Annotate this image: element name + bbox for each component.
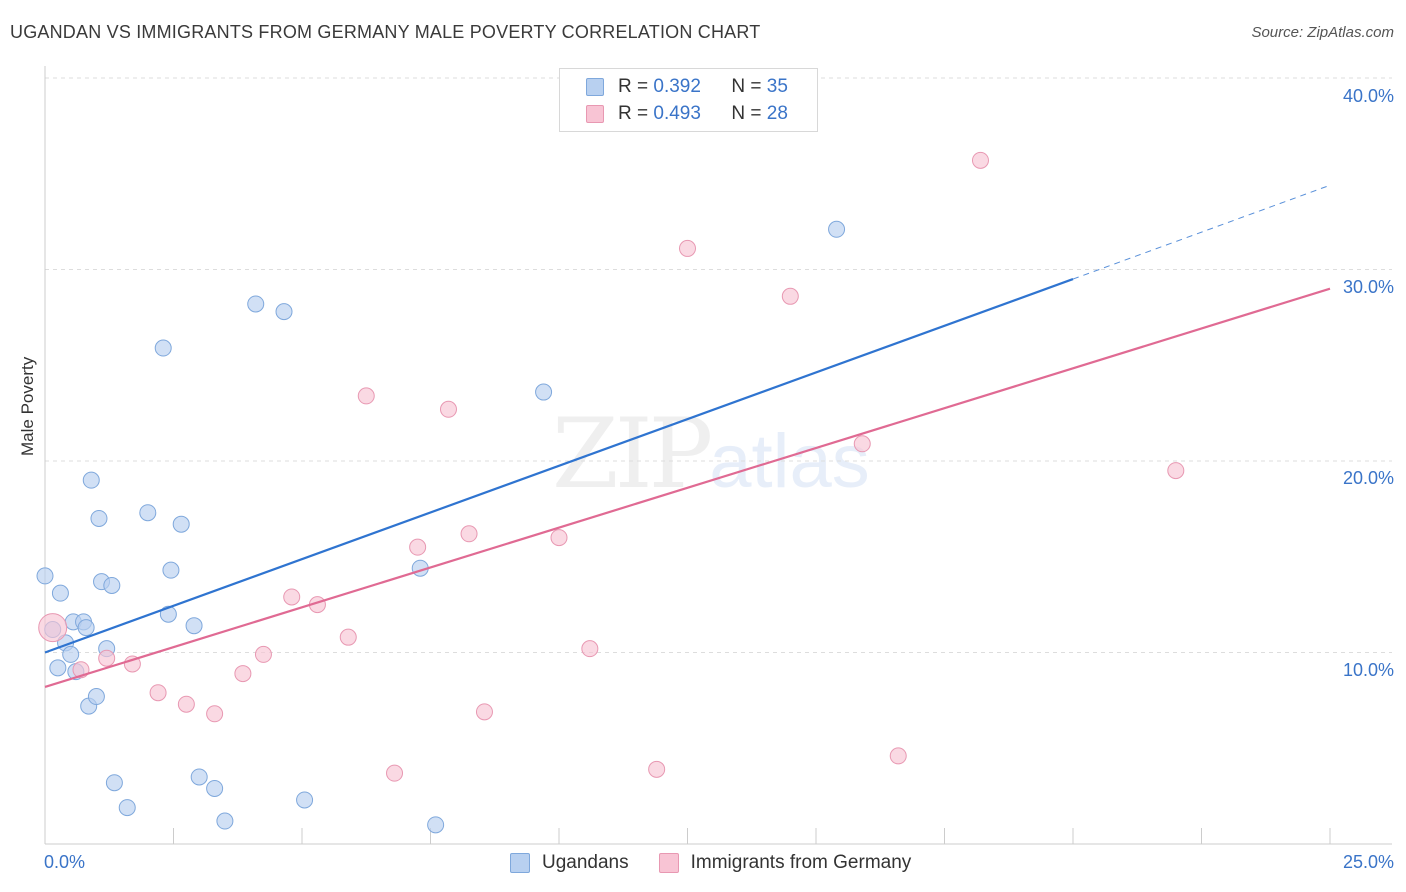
germany-point [409, 538, 427, 556]
legend-r-value-ugandans: 0.392 [653, 76, 701, 97]
correlation-legend: R = 0.392 N = 35 R = 0.493 N = 28 [559, 68, 818, 132]
germany-point [889, 747, 907, 765]
ugandans-point [105, 774, 123, 792]
series-legend: Ugandans Immigrants from Germany [510, 852, 941, 874]
germany-point [648, 760, 666, 778]
ugandans-point [36, 567, 54, 585]
ugandans-point [139, 504, 157, 522]
ugandans-point [247, 295, 265, 313]
y-tick-label-20: 20.0% [1342, 468, 1394, 488]
ugandans-point [103, 576, 121, 594]
chart-title: UGANDAN VS IMMIGRANTS FROM GERMANY MALE … [10, 22, 761, 42]
ugandans-point [49, 659, 67, 677]
ugandans-trendline [44, 278, 1074, 654]
germany-point [679, 239, 696, 257]
legend-r-value-germany: 0.493 [653, 103, 701, 124]
germany-point [386, 764, 404, 782]
watermark: ZIPatlas [552, 398, 870, 510]
germany-point [98, 649, 116, 667]
germany-point [177, 695, 195, 713]
watermark-zip: ZIP [552, 398, 713, 510]
germany-point [234, 665, 252, 683]
legend-swatch-pink [586, 105, 604, 123]
germany-trendline [44, 287, 1331, 689]
germany-point [149, 684, 167, 702]
germany-point [283, 588, 301, 606]
legend-n-label: N = [731, 76, 762, 97]
ugandans-point [206, 779, 224, 797]
y-tick-label-40: 40.0% [1342, 86, 1394, 106]
ugandans-point [77, 619, 95, 637]
legend-n-label: N = [731, 103, 762, 124]
legend-item-ugandans[interactable]: Ugandans [510, 852, 629, 874]
ugandans-point [185, 617, 203, 635]
legend-swatch-blue [510, 853, 530, 873]
ugandans-point [535, 383, 553, 401]
legend-n-value-germany: 28 [766, 103, 788, 124]
source-label: Source: ZipAtlas.com [1251, 24, 1394, 41]
legend-row-germany: R = 0.493 N = 28 [586, 101, 788, 127]
ugandans-point [828, 220, 846, 238]
ugandans-point [82, 471, 100, 489]
legend-label-germany: Immigrants from Germany [690, 852, 912, 873]
legend-row-ugandans: R = 0.392 N = 35 [586, 74, 788, 100]
legend-swatch-pink [658, 853, 679, 873]
ugandans-point [118, 799, 136, 817]
ugandans-point [275, 303, 293, 321]
germany-point [550, 529, 568, 547]
legend-r-label: R = [618, 103, 649, 124]
germany-point [357, 387, 375, 405]
ugandans-point [87, 688, 105, 706]
legend-label-ugandans: Ugandans [542, 852, 629, 873]
germany-point [339, 628, 357, 646]
germany-point [1167, 462, 1185, 480]
x-tick-label-max: 25.0% [1342, 852, 1394, 872]
y-tick-label-30: 30.0% [1342, 277, 1394, 297]
legend-r-label: R = [618, 76, 649, 97]
germany-point [439, 400, 457, 418]
y-tick-label-10: 10.0% [1342, 660, 1394, 680]
germany-point [475, 703, 493, 721]
ugandans-point [51, 584, 69, 602]
ugandans-point [162, 561, 180, 579]
ugandans-point [154, 339, 172, 357]
y-axis-label: Male Poverty [18, 356, 37, 456]
germany-point [460, 525, 478, 543]
ugandans-point [62, 645, 80, 663]
ugandans-point [427, 816, 445, 834]
germany-point [38, 613, 68, 643]
ugandans-trendline-extension [1072, 184, 1331, 280]
germany-point [971, 151, 989, 169]
ugandans-point [90, 509, 108, 527]
ugandans-point [216, 812, 234, 830]
ugandans-point [296, 791, 314, 809]
x-tick-label-min: 0.0% [44, 852, 86, 872]
ugandans-point [172, 515, 190, 533]
legend-swatch-blue [586, 78, 604, 96]
germany-point [254, 645, 272, 663]
ugandans-point [190, 768, 208, 786]
legend-n-value-ugandans: 35 [766, 76, 788, 97]
germany-point [206, 705, 224, 723]
germany-point [581, 640, 599, 658]
germany-point [853, 435, 871, 453]
legend-item-germany[interactable]: Immigrants from Germany [658, 852, 912, 874]
germany-point [781, 287, 799, 305]
